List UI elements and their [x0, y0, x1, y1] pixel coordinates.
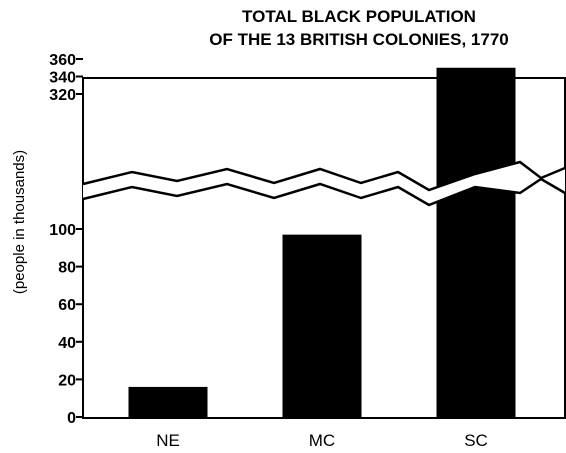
x-axis-categories: NE MC SC [156, 431, 488, 450]
axis-break-line-bottom [82, 177, 566, 207]
chart-title-line-2: OF THE 13 BRITISH COLONIES, 1770 [209, 30, 508, 49]
y-tick-label-100: 100 [49, 222, 76, 239]
y-tick-label-0: 0 [67, 410, 76, 427]
y-tick-label-320: 320 [49, 87, 76, 104]
y-tick-label-360: 360 [49, 52, 76, 69]
y-tick-label-60: 60 [58, 297, 76, 314]
x-category-MC: MC [309, 431, 335, 450]
bar-SC [436, 67, 516, 418]
y-tick-label-20: 20 [58, 372, 76, 389]
y-tick-label-80: 80 [58, 260, 76, 277]
axis-break-band [83, 162, 565, 205]
x-category-SC: SC [464, 431, 488, 450]
y-axis-label: (people in thousands) [11, 150, 28, 294]
bar-NE [128, 386, 208, 418]
x-category-NE: NE [156, 431, 180, 450]
y-tick-label-40: 40 [58, 335, 76, 352]
axis-break-line-top [82, 160, 566, 192]
bars [128, 67, 516, 418]
y-tick-label-340: 340 [49, 70, 76, 87]
bar-MC [282, 234, 362, 418]
chart-title-line-1: TOTAL BLACK POPULATION [242, 7, 476, 26]
